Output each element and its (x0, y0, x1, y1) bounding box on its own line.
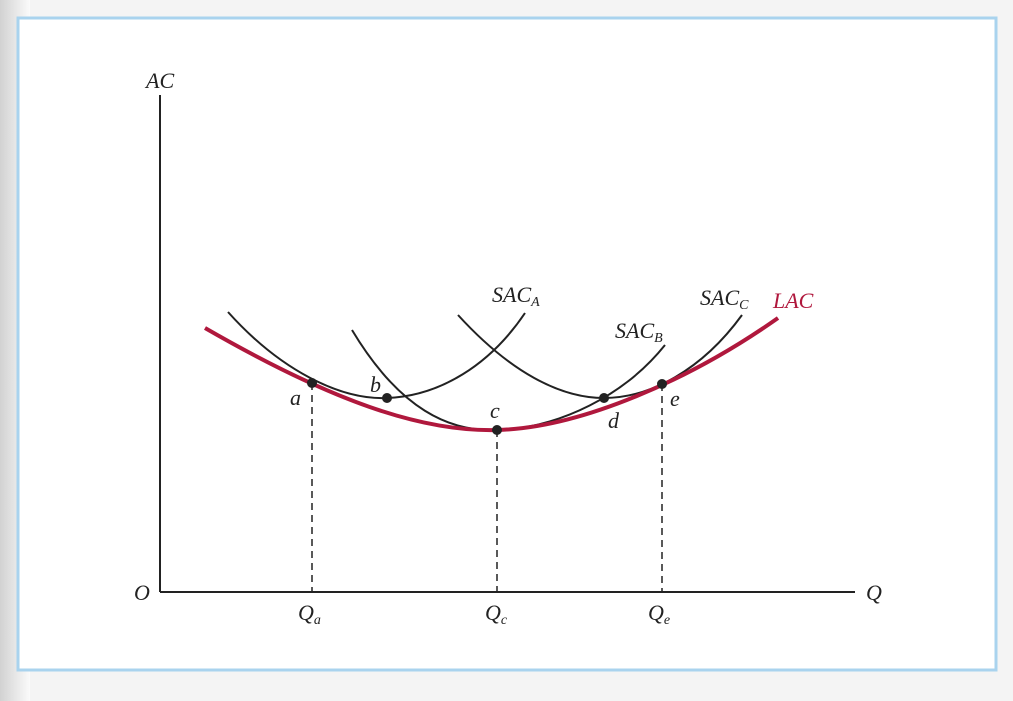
x-marker-label: Qe (648, 600, 670, 628)
curve-label-sub: A (530, 295, 540, 310)
point-label: b (370, 372, 381, 397)
point-label: d (608, 408, 620, 433)
y-axis-label: AC (144, 68, 174, 93)
curve-label: SACA (492, 282, 540, 310)
curve-label: SACC (700, 285, 749, 313)
origin-label: O (134, 580, 150, 605)
point-label: e (670, 386, 680, 411)
x-marker-label: Qa (298, 600, 321, 628)
x-marker-label: Qc (485, 600, 508, 628)
frame (16, 16, 998, 672)
point (657, 379, 667, 389)
x-marker-sub: e (664, 613, 670, 628)
x-marker-base: Q (298, 600, 314, 625)
curve-label: SACB (615, 318, 663, 346)
curve-label-sub: B (654, 331, 663, 346)
curve-label-base: SAC (492, 282, 531, 307)
x-axis-label: Q (866, 580, 882, 605)
point-label: a (290, 385, 301, 410)
guides (311, 383, 663, 592)
point (492, 425, 502, 435)
x-marker-base: Q (648, 600, 664, 625)
curve-label-base: SAC (615, 318, 654, 343)
point-label: c (490, 398, 500, 423)
lac-label: LAC (772, 288, 814, 313)
x-marker-base: Q (485, 600, 501, 625)
points (307, 378, 667, 435)
point (307, 378, 317, 388)
curve-label-sub: C (739, 298, 749, 313)
x-marker-sub: c (501, 613, 508, 628)
x-marker-sub: a (314, 613, 321, 628)
point (382, 393, 392, 403)
curve-label-base: SAC (700, 285, 739, 310)
point (599, 393, 609, 403)
